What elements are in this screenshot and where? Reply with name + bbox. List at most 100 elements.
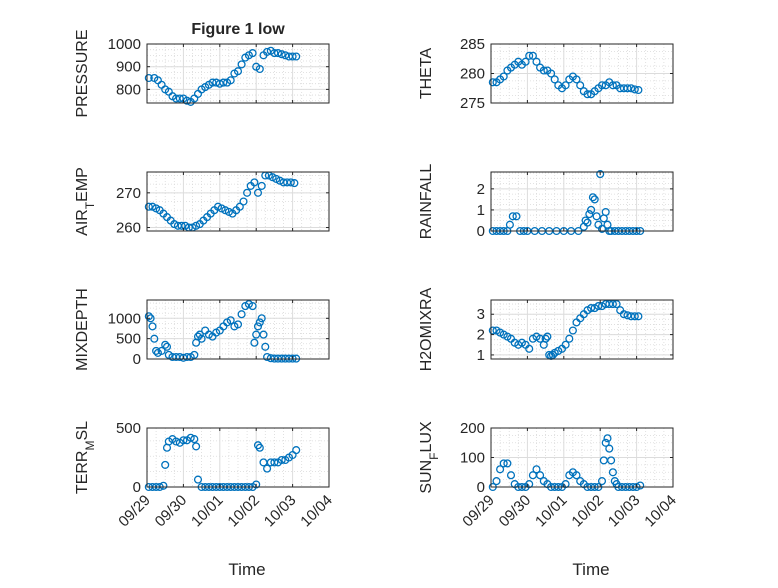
series-airtemp [144,171,299,232]
data-point [488,326,497,335]
data-point [179,436,188,445]
data-point [192,221,201,230]
data-point [148,322,157,331]
data-point [263,464,272,473]
data-point [528,51,537,60]
data-point [162,342,172,351]
data-point [226,316,235,325]
data-point [508,212,517,221]
data-point [237,310,246,319]
data-point [157,346,166,355]
data-point [587,304,596,313]
data-point [503,459,512,468]
axes-box [146,43,330,104]
data-point [592,212,601,221]
data-point [601,438,610,447]
data-point [587,205,596,214]
axes-h2omixra: 1 2 3 H2OMIXRA [418,287,674,371]
data-point [255,443,264,452]
data-point [585,210,594,219]
data-point [175,94,184,103]
data-point [608,81,617,90]
data-point [181,221,190,230]
axes-box [490,299,674,360]
axes-theta: 275 280 285 THETA [418,36,674,112]
chart-title: Figure 1 low [191,21,285,38]
data-point [499,459,508,468]
data-point [190,350,199,359]
data-point [539,66,548,75]
data-point [197,334,206,343]
axes-box [146,427,330,488]
data-point [277,50,286,59]
data-point [605,444,614,453]
y-axis-label: H2OMIXRA [418,287,435,371]
data-point [634,85,643,95]
y-tick-label: 1 [477,347,485,364]
data-point [192,442,201,451]
series-h2omixra [488,300,643,360]
y-axis-label: THETA [418,48,435,100]
data-point [505,220,514,229]
data-point [239,197,248,206]
x-tick-label: 10/04 [297,492,336,531]
x-tick-label: 09/29 [459,492,498,531]
data-point [634,312,643,321]
data-point [499,72,508,81]
data-point [565,334,574,343]
data-point [597,224,607,233]
y-tick-label: 500 [116,420,141,437]
data-point [144,73,153,83]
data-point [237,60,246,69]
y-tick-label: 0 [477,223,485,240]
data-point [496,465,505,474]
data-point [150,334,159,343]
data-point [243,188,252,197]
data-point [506,471,516,480]
x-tick-label: 10/01 [188,492,227,531]
y-tick-label: 800 [116,81,141,98]
data-point [261,342,270,351]
data-point [190,435,199,444]
y-axis-label: AIRTEMP [74,167,97,236]
data-point [273,49,283,58]
y-tick-label: 100 [460,450,485,467]
data-point [630,312,639,321]
x-axis-label: Time [228,560,265,579]
axes-airtemp: 260 270 AIRTEMP [74,167,330,237]
data-point [583,90,592,99]
x-tick-label: 10/02 [568,492,607,531]
y-tick-label: 260 [116,220,141,237]
data-point [253,322,263,331]
data-point [259,330,268,339]
x-tick-label: 10/03 [605,492,644,531]
y-tick-label: 270 [116,185,141,202]
data-point [627,84,636,93]
data-point [630,85,639,94]
data-point [572,75,581,84]
x-tick-label: 10/01 [532,492,571,531]
data-point [623,84,632,93]
y-tick-label: 3 [477,306,485,323]
data-point [257,181,266,190]
data-point [288,52,297,61]
data-point [601,207,610,217]
data-point [550,75,559,84]
data-point [619,310,628,319]
y-tick-label: 2 [477,327,485,344]
data-point [512,212,521,221]
data-point [608,300,617,309]
data-point [568,326,577,335]
y-tick-label: 1000 [108,36,141,53]
data-point [248,49,257,58]
y-tick-label: 0 [477,479,485,496]
data-point [292,446,301,455]
data-point [597,477,607,486]
y-axis-label: RAINFALL [418,164,435,240]
data-point [597,81,607,90]
y-tick-label: 500 [116,331,141,348]
data-point [561,340,570,349]
data-point [172,437,181,446]
